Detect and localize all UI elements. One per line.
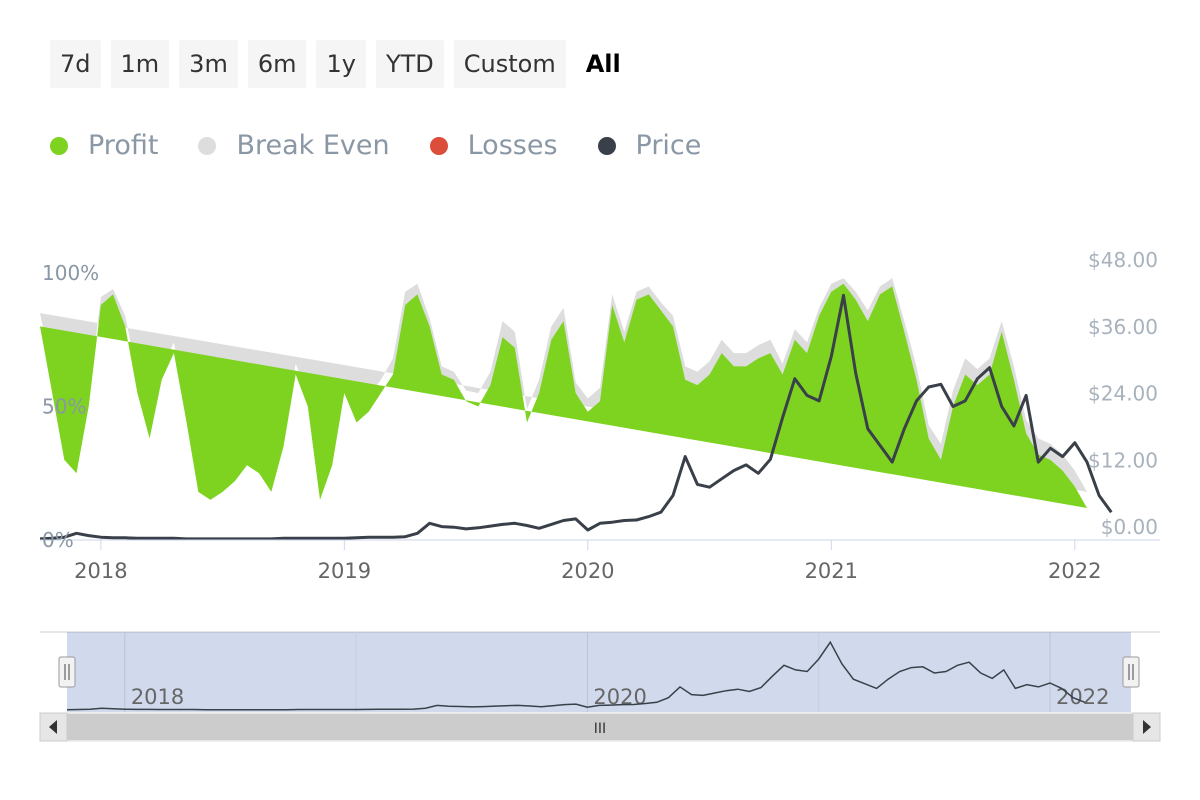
x-tick-label: 2018 <box>74 559 127 583</box>
handle-body <box>1122 656 1140 688</box>
price-line <box>39 293 1113 541</box>
arrow-right-icon <box>1143 720 1151 734</box>
y-tick-label-price: $12.00 <box>1088 448 1158 472</box>
legend-item-break-even[interactable]: Break Even <box>198 130 390 161</box>
x-tick-label: 2021 <box>805 559 858 583</box>
range-custom-button[interactable]: Custom <box>453 40 566 88</box>
range-3m-button[interactable]: 3m <box>179 40 238 88</box>
navigator-right-handle[interactable] <box>1122 656 1140 688</box>
legend-marker-price <box>597 136 616 155</box>
scroll-right-button[interactable] <box>1132 712 1161 742</box>
y-tick-label-price: $24.00 <box>1088 382 1158 406</box>
navigator-label: 2022 <box>1056 685 1109 709</box>
legend-label-break-even: Break Even <box>236 130 390 161</box>
navigator-price-line <box>66 640 1085 711</box>
main-chart: 2018 2019 2020 2021 2022 0% 50% 100% $0.00 $12.00… <box>39 248 1160 583</box>
y-tick-label-percent: 50% <box>42 395 86 419</box>
legend-marker-break-even <box>198 136 217 155</box>
legend-marker-profit <box>50 136 68 155</box>
x-tick-label: 2020 <box>561 559 614 583</box>
profit-area <box>40 283 1087 508</box>
y-tick-label-percent: 100% <box>42 261 99 285</box>
scrollbar-grip: III <box>594 721 606 737</box>
y-tick-label-price: $48.00 <box>1088 248 1158 272</box>
navigator-scrollbar[interactable]: III <box>39 712 1161 742</box>
scroll-left-button[interactable] <box>39 712 68 742</box>
navigator-label: 2018 <box>131 685 184 709</box>
y-tick-label-percent: 0% <box>42 528 74 552</box>
navigator-selection-mask <box>67 632 1131 712</box>
range-ytd-button[interactable]: YTD <box>375 40 444 88</box>
scrollbar-thumb[interactable] <box>67 714 1133 740</box>
legend-marker-losses <box>429 136 448 155</box>
handle-body <box>58 656 76 688</box>
y-tick-label-price: $36.00 <box>1088 315 1158 339</box>
legend-item-price[interactable]: Price <box>597 130 702 161</box>
legend-item-losses[interactable]: Losses <box>429 130 558 161</box>
navigator-left-handle[interactable] <box>58 656 76 688</box>
legend-item-profit[interactable]: Profit <box>50 130 158 161</box>
range-6m-button[interactable]: 6m <box>247 40 307 88</box>
x-tick-label: 2019 <box>318 559 371 583</box>
arrow-left-icon <box>49 720 57 734</box>
range-all-button[interactable]: All <box>585 50 621 78</box>
range-1m-button[interactable]: 1m <box>110 40 170 88</box>
legend-label-profit: Profit <box>88 130 159 161</box>
range-7d-button[interactable]: 7d <box>50 40 101 88</box>
legend-label-price: Price <box>635 130 702 161</box>
x-tick-label: 2022 <box>1048 559 1101 583</box>
range-1y-button[interactable]: 1y <box>316 40 366 88</box>
legend-label-losses: Losses <box>467 130 558 161</box>
scroll-left-button-bg <box>39 712 68 742</box>
range-selector: 7d 1m 3m 6m 1y YTD Custom All <box>50 40 631 88</box>
y-tick-label-price: $0.00 <box>1101 515 1158 539</box>
chart-legend: Profit Break Even Losses Price <box>50 130 701 161</box>
